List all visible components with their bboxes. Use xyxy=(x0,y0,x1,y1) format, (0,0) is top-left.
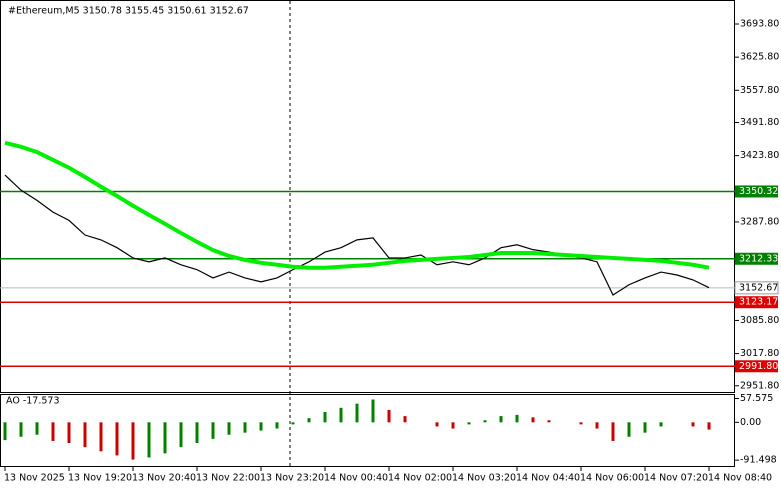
y-tick-label: 3693.80 xyxy=(740,18,779,29)
ao-bar xyxy=(323,411,327,423)
x-tick-label: 14 Nov 04:40 xyxy=(516,473,580,484)
ao-bar xyxy=(259,422,263,431)
ao-bar xyxy=(179,422,183,448)
x-tick-label: 13 Nov 20:40 xyxy=(132,473,196,484)
price-line xyxy=(4,174,710,296)
ao-bar xyxy=(131,422,135,460)
ao-bar xyxy=(211,422,215,439)
ao-bar xyxy=(35,422,39,435)
level-label-box xyxy=(735,296,778,309)
y-tick-label: 3625.80 xyxy=(740,52,779,63)
ao-bar xyxy=(611,422,615,441)
ao-bar xyxy=(483,420,487,423)
x-tick-label: 14 Nov 00:40 xyxy=(324,473,388,484)
ao-bar xyxy=(387,409,391,423)
ao-panel-frame xyxy=(0,394,735,467)
x-tick-label: 14 Nov 03:20 xyxy=(452,473,516,484)
ao-bar xyxy=(67,422,71,443)
ao-bar xyxy=(707,422,711,430)
last-price-label: 3152.67 xyxy=(739,282,778,293)
ao-bar xyxy=(99,422,103,452)
ao-bar xyxy=(627,422,631,437)
ao-bar xyxy=(595,422,599,429)
level-label: 3350.32 xyxy=(739,186,778,197)
ao-bar xyxy=(499,416,503,423)
ao-bar xyxy=(243,422,247,433)
x-tick-label: 13 Nov 2025 xyxy=(4,473,65,484)
level-label: 3123.17 xyxy=(739,297,778,308)
y-tick-label: 57.575 xyxy=(740,393,773,404)
ao-title: AO -17.573 xyxy=(6,396,60,407)
ao-bar xyxy=(51,422,55,441)
x-tick-label: 14 Nov 02:00 xyxy=(388,473,452,484)
ao-bar xyxy=(515,414,519,423)
ao-bar xyxy=(83,422,87,448)
ao-bar xyxy=(291,422,295,425)
chart-title: #Ethereum,M5 3150.78 3155.45 3150.61 315… xyxy=(8,6,249,17)
ao-bar xyxy=(531,417,535,423)
y-tick-label: 2951.80 xyxy=(740,380,779,391)
ao-bar xyxy=(163,422,167,454)
main-panel-frame xyxy=(0,0,735,393)
last-price-box xyxy=(734,281,779,295)
level-label-box xyxy=(735,185,778,198)
ao-bar xyxy=(195,422,199,443)
x-tick-label: 13 Nov 22:00 xyxy=(196,473,260,484)
ao-bar xyxy=(467,422,471,425)
ao-bar xyxy=(19,422,23,437)
y-tick-label: 3557.80 xyxy=(740,85,779,96)
ao-bar xyxy=(3,422,7,441)
level-label: 2991.80 xyxy=(739,361,778,372)
x-tick-label: 14 Nov 07:20 xyxy=(644,473,708,484)
level-label-box xyxy=(735,252,778,265)
ao-bar xyxy=(547,420,551,423)
ao-bar xyxy=(579,422,583,425)
ao-bar xyxy=(435,422,439,427)
ao-bar xyxy=(371,399,375,423)
ao-bar xyxy=(147,422,151,458)
y-tick-label: 3017.80 xyxy=(740,348,779,359)
ao-bar xyxy=(451,422,455,429)
y-tick-label: 3085.80 xyxy=(740,315,779,326)
ao-bar xyxy=(355,403,359,423)
y-tick-label: -91.498 xyxy=(740,455,777,466)
ao-bar xyxy=(691,422,695,427)
y-tick-label: 0.00 xyxy=(740,417,761,428)
x-tick-label: 13 Nov 19:20 xyxy=(68,473,132,484)
ao-bar xyxy=(115,422,119,456)
ao-bar xyxy=(307,418,311,423)
ao-bar xyxy=(339,407,343,423)
x-tick-label: 14 Nov 06:00 xyxy=(580,473,644,484)
level-label-box xyxy=(735,360,778,373)
ao-bar xyxy=(227,422,231,435)
ao-bar xyxy=(643,422,647,433)
ao-bar xyxy=(403,416,407,423)
price-line xyxy=(4,140,710,270)
y-tick-label: 3491.80 xyxy=(740,117,779,128)
y-tick-label: 3423.80 xyxy=(740,150,779,161)
x-tick-label: 14 Nov 08:40 xyxy=(708,473,772,484)
ao-bar xyxy=(659,422,663,427)
y-tick-label: 3287.80 xyxy=(740,216,779,227)
x-tick-label: 13 Nov 23:20 xyxy=(260,473,324,484)
level-label: 3212.33 xyxy=(739,253,778,264)
ao-bar xyxy=(275,422,279,429)
